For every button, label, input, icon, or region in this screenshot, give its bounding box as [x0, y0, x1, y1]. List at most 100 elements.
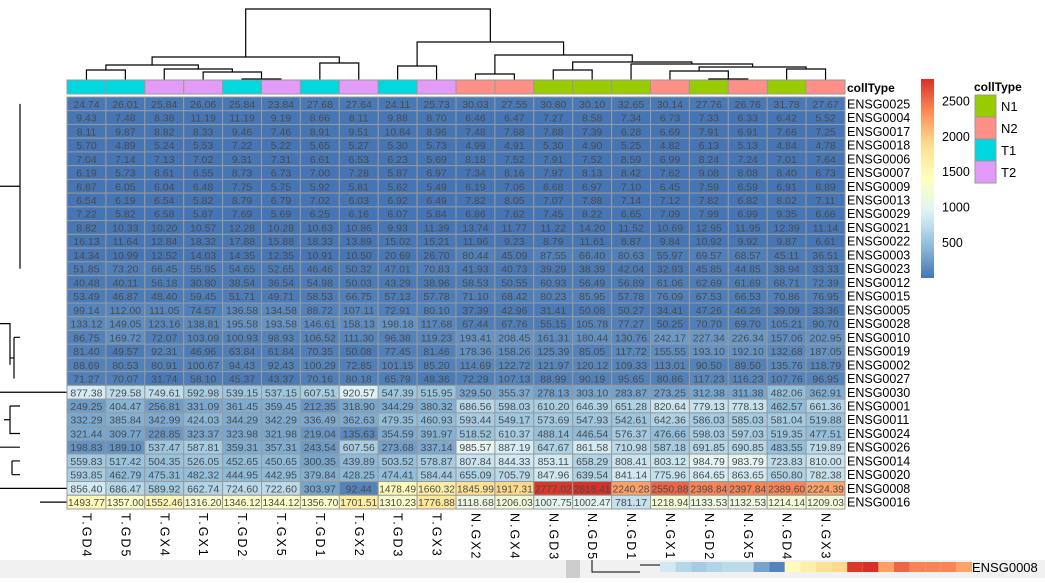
row-labels: ENSG0025ENSG0004ENSG0017ENSG0018ENSG0006…: [847, 97, 910, 509]
cell-value-label: 610.37: [498, 428, 530, 440]
row-label: ENSG0004: [847, 111, 910, 125]
cell-value-label: 7.31: [271, 154, 292, 166]
cell-value-label: 12.28: [229, 222, 255, 234]
cell-value-label: 69.70: [735, 319, 761, 331]
cell-value-label: 20.69: [385, 250, 411, 262]
column-label: N.GX3: [819, 513, 833, 560]
cell-value-label: 6.87: [76, 181, 97, 193]
cell-value-label: 863.65: [732, 470, 764, 482]
cell-value-label: 2550.88: [652, 483, 689, 495]
cell-value-label: 6.48: [193, 181, 214, 193]
cell-value-label: 781.17: [615, 497, 647, 509]
annotation-cell: [144, 79, 185, 95]
color-scale-tick: 2000: [942, 130, 970, 144]
row-label: ENSG0018: [847, 139, 910, 153]
cell-value-label: 6.92: [387, 195, 408, 207]
cell-value-label: 462.57: [771, 401, 803, 413]
cell-value-label: 13.74: [462, 222, 488, 234]
cell-value-label: 10.33: [112, 222, 138, 234]
cell-value-label: 6.54: [154, 195, 175, 207]
cell-value-label: 5.13: [738, 140, 759, 152]
background-cell: [956, 562, 972, 572]
cell-value-label: 138.81: [187, 319, 219, 331]
cell-value-label: 517.42: [109, 456, 141, 468]
cell-value-label: 542.61: [615, 415, 647, 427]
cell-value-label: 749.61: [148, 387, 180, 399]
cell-value-label: 6.66: [815, 209, 836, 221]
cell-value-label: 6.33: [738, 113, 759, 125]
cell-value-label: 864.65: [693, 470, 725, 482]
cell-value-label: 559.83: [70, 456, 102, 468]
cell-value-label: 877.38: [70, 387, 102, 399]
legend-swatch: [974, 138, 997, 162]
cell-value-label: 7.09: [660, 209, 681, 221]
column-dendrogram: [85, 8, 827, 80]
row-label: ENSG0014: [847, 454, 910, 468]
cell-value-label: 192.10: [732, 346, 764, 358]
cell-value-label: 25.73: [423, 99, 449, 111]
cell-value-label: 5.87: [387, 168, 408, 180]
cell-value-label: 1660.32: [418, 483, 455, 495]
cell-value-label: 847.96: [537, 470, 569, 482]
cell-value-label: 40.48: [73, 277, 99, 289]
cell-value-label: 5.30: [543, 140, 564, 152]
cell-value-label: 1133.53: [690, 497, 727, 509]
cell-value-label: 6.99: [660, 154, 681, 166]
cell-value-label: 312.38: [693, 387, 725, 399]
cell-value-label: 661.36: [809, 401, 841, 413]
cell-value-label: 193.10: [693, 346, 725, 358]
cell-value-label: 1310.23: [379, 497, 416, 509]
cell-value-label: 6.97: [426, 168, 447, 180]
cell-value-label: 2818.41: [574, 483, 611, 495]
cell-value-label: 547.39: [382, 387, 414, 399]
cell-value-label: 31.78: [774, 99, 800, 111]
cell-value-label: 9.87: [115, 126, 136, 138]
background-cell: [940, 562, 957, 572]
cell-value-label: 2224.39: [807, 483, 844, 495]
cell-value-label: 101.15: [382, 360, 414, 372]
cell-value-label: 477.51: [809, 428, 841, 440]
cell-value-label: 146.61: [304, 319, 336, 331]
cell-value-label: 8.79: [232, 195, 253, 207]
cell-value-label: 45.09: [501, 250, 527, 262]
dendrogram-link: [494, 54, 633, 74]
cell-value-label: 573.69: [537, 415, 569, 427]
cell-value-label: 6.59: [738, 181, 759, 193]
cell-value-label: 27.64: [346, 99, 372, 111]
cell-value-label: 66.45: [151, 264, 177, 276]
cell-value-label: 607.56: [343, 442, 375, 454]
cell-value-label: 11.61: [579, 236, 605, 248]
cell-value-label: 85.05: [579, 346, 605, 358]
cell-value-label: 70.83: [423, 264, 449, 276]
cell-value-label: 8.40: [776, 168, 797, 180]
cell-value-label: 6.19: [76, 168, 97, 180]
cell-value-label: 7.34: [621, 113, 642, 125]
cell-value-label: 55.15: [540, 319, 566, 331]
cell-value-label: 67.44: [462, 319, 488, 331]
cell-value-label: 32.93: [657, 264, 683, 276]
cell-value-label: 6.13: [699, 140, 720, 152]
cell-value-label: 70.16: [307, 374, 333, 386]
cell-value-label: 6.53: [349, 154, 370, 166]
cell-value-label: 11.64: [113, 236, 139, 248]
row-label: ENSG0025: [847, 97, 910, 111]
cell-value-label: 273.68: [382, 442, 414, 454]
column-label: T.GX4: [157, 513, 171, 558]
cell-value-label: 66.40: [579, 250, 605, 262]
cell-value-label: 856.40: [70, 483, 102, 495]
cell-value-label: 11.77: [502, 222, 528, 234]
scrollbar-thumb[interactable]: [566, 560, 580, 578]
cell-value-label: 226.34: [732, 332, 764, 344]
cell-value-label: 385.84: [109, 415, 141, 427]
background-cell: [816, 562, 832, 572]
cell-value-label: 597.03: [732, 428, 764, 440]
cell-value-label: 24.11: [385, 99, 411, 111]
cell-value-label: 9.84: [660, 236, 681, 248]
row-label: ENSG0001: [847, 400, 910, 414]
annotation-cell: [572, 79, 613, 95]
cell-value-label: 6.69: [660, 126, 681, 138]
cell-value-label: 70.07: [112, 374, 138, 386]
annotation-cell: [338, 79, 379, 95]
cell-value-label: 195.58: [226, 319, 258, 331]
annotation-cell: [105, 79, 146, 95]
